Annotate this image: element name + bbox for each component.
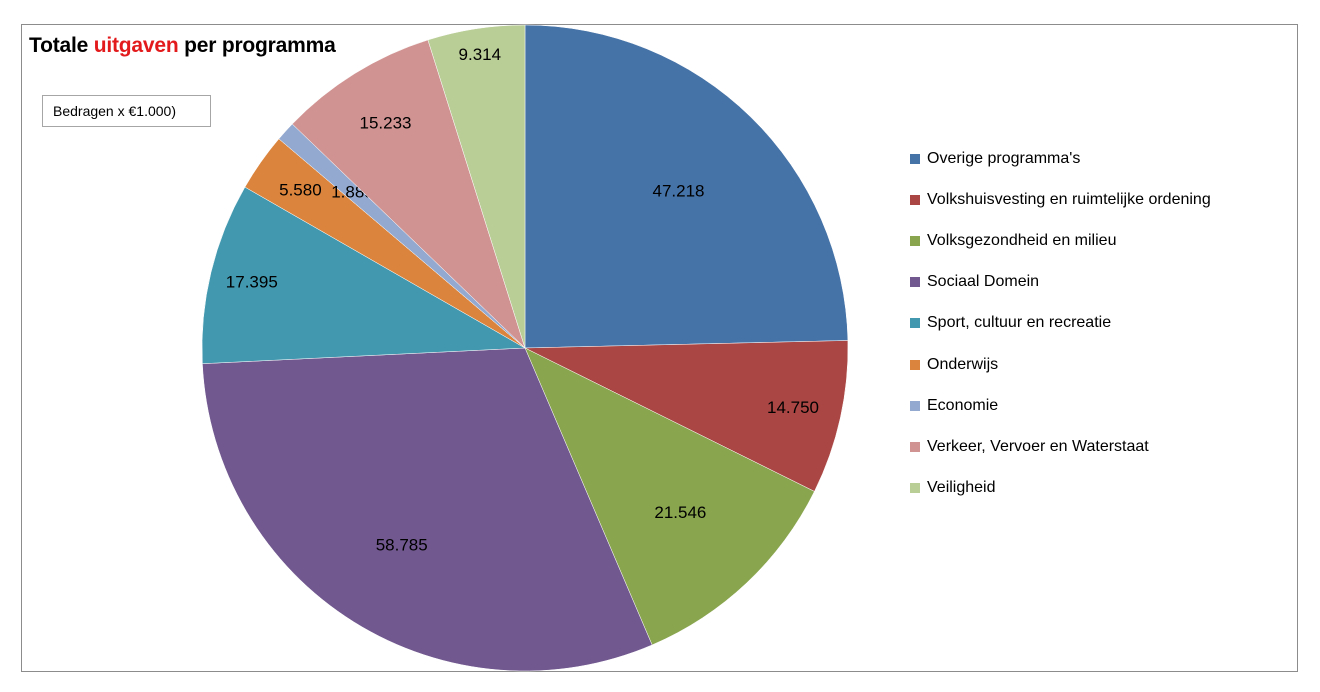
legend-label: Verkeer, Vervoer en Waterstaat: [927, 437, 1149, 455]
pie-slice-volksgezondheid-en-milieu: [524, 347, 815, 646]
title-text-start: Totale: [29, 34, 94, 57]
legend-swatch: [910, 318, 920, 329]
legend-swatch: [910, 483, 920, 494]
amount-note: Bedragen x €1.000): [42, 95, 211, 127]
pie-slice-verkeer-vervoer-en-waterstaat: [291, 39, 526, 349]
legend-swatch: [910, 153, 920, 164]
legend-swatch: [910, 400, 920, 411]
data-label-volksgezondheid-en-milieu: 21.546: [654, 503, 706, 522]
chart-legend: Overige programma's Volkshuisvesting en r…: [910, 138, 1211, 509]
pie-slice-sport-cultuur-en-recreatie: [201, 186, 526, 364]
legend-item-overige-programma-s: Overige programma's: [910, 138, 1211, 179]
legend-swatch: [910, 441, 920, 452]
data-label-veiligheid: 9.314: [459, 45, 502, 64]
legend-item-economie: Economie: [910, 385, 1211, 426]
legend-label: Onderwijs: [927, 355, 999, 373]
legend-label: Volksgezondheid en milieu: [927, 231, 1117, 249]
data-label-onderwijs: 5.580: [279, 181, 322, 200]
title-highlight: uitgaven: [93, 34, 179, 57]
data-label-verkeer-vervoer-en-waterstaat: 15.233: [360, 113, 412, 132]
data-label-overige-programma-s: 47.218: [653, 181, 705, 200]
legend-label: Sociaal Domein: [927, 273, 1040, 291]
legend-item-onderwijs: Onderwijs: [910, 344, 1211, 385]
legend-item-volksgezondheid-en-milieu: Volksgezondheid en milieu: [910, 220, 1211, 261]
legend-item-volkshuisvesting-en-ruimtelijke-ordening: Volkshuisvesting en ruimtelijke ordening: [910, 179, 1211, 220]
data-label-volkshuisvesting-en-ruimtelijke-ordening: 14.750: [767, 398, 819, 417]
data-label-sociaal-domein: 58.785: [376, 536, 428, 555]
legend-item-verkeer-vervoer-en-waterstaat: Verkeer, Vervoer en Waterstaat: [910, 426, 1211, 467]
legend-item-sport-cultuur-en-recreatie: Sport, cultuur en recreatie: [910, 303, 1211, 344]
legend-label: Overige programma's: [927, 149, 1081, 167]
legend-item-veiligheid: Veiligheid: [910, 468, 1211, 509]
legend-swatch: [910, 277, 920, 288]
legend-label: Veiligheid: [927, 479, 996, 497]
legend-label: Volkshuisvesting en ruimtelijke ordening: [927, 190, 1211, 208]
legend-swatch: [910, 194, 920, 205]
legend-item-sociaal-domein: Sociaal Domein: [910, 262, 1211, 303]
legend-label: Economie: [927, 396, 999, 414]
legend-swatch: [910, 359, 920, 370]
pie-slice-veiligheid: [427, 24, 526, 349]
pie-slice-volkshuisvesting-en-ruimtelijke-ordening: [524, 340, 849, 492]
pie-slice-sociaal-domein: [202, 347, 653, 672]
title-text-end: per programma: [178, 34, 336, 57]
legend-label: Sport, cultuur en recreatie: [927, 314, 1112, 332]
data-label-sport-cultuur-en-recreatie: 17.395: [226, 273, 278, 292]
chart-title: Totale uitgaven per programma: [29, 34, 336, 58]
legend-swatch: [910, 235, 920, 246]
pie-slice-overige-programma-s: [524, 24, 849, 349]
